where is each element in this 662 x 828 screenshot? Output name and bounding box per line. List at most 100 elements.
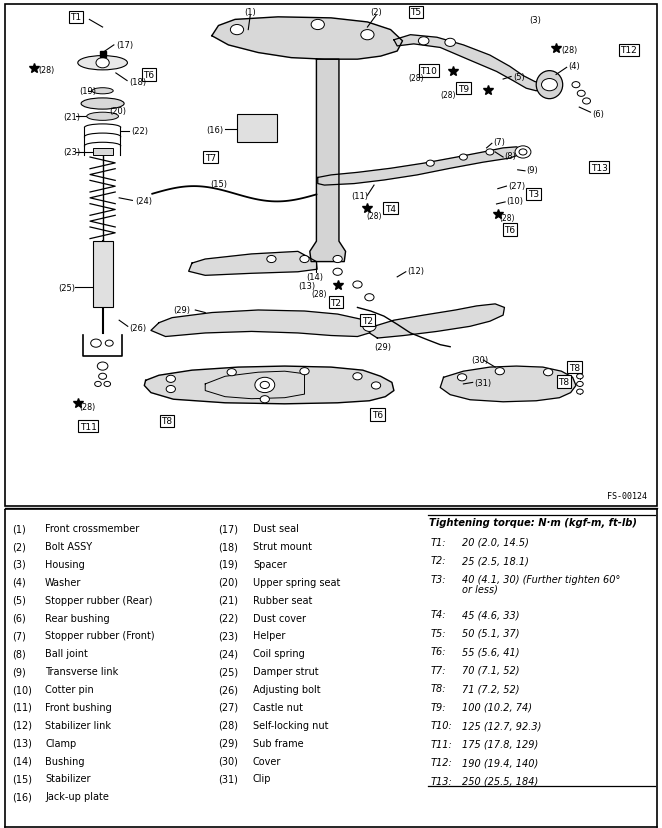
Text: T11: T11 bbox=[79, 422, 97, 431]
Polygon shape bbox=[212, 18, 402, 60]
Text: T8:: T8: bbox=[431, 683, 446, 693]
Text: (29): (29) bbox=[173, 306, 191, 315]
Text: Adjusting bolt: Adjusting bolt bbox=[253, 684, 320, 694]
Polygon shape bbox=[151, 310, 371, 337]
Ellipse shape bbox=[87, 113, 118, 121]
Text: T6:: T6: bbox=[431, 647, 446, 657]
Text: (13): (13) bbox=[12, 738, 32, 748]
Circle shape bbox=[353, 373, 362, 380]
Text: (24): (24) bbox=[136, 196, 153, 205]
Text: (22): (22) bbox=[131, 127, 148, 136]
Text: (23): (23) bbox=[218, 631, 238, 641]
Circle shape bbox=[361, 31, 374, 41]
Circle shape bbox=[105, 340, 113, 347]
Text: Washer: Washer bbox=[45, 577, 81, 587]
Circle shape bbox=[495, 368, 504, 375]
Text: 20 (2.0, 14.5): 20 (2.0, 14.5) bbox=[462, 537, 529, 547]
Text: Stabilizer link: Stabilizer link bbox=[45, 720, 111, 730]
Circle shape bbox=[260, 382, 269, 389]
Ellipse shape bbox=[78, 56, 127, 70]
Text: (20): (20) bbox=[218, 577, 238, 587]
Circle shape bbox=[561, 379, 571, 387]
Text: (12): (12) bbox=[12, 720, 32, 730]
Text: (30): (30) bbox=[471, 356, 489, 365]
Circle shape bbox=[371, 383, 381, 389]
Text: Housing: Housing bbox=[45, 559, 85, 570]
Text: (8): (8) bbox=[504, 152, 516, 161]
Text: (23): (23) bbox=[63, 148, 80, 157]
Text: (8): (8) bbox=[12, 648, 26, 658]
Text: (4): (4) bbox=[568, 62, 580, 70]
Text: Front bushing: Front bushing bbox=[45, 702, 112, 712]
Text: Tightening torque: N·m (kgf-m, ft-lb): Tightening torque: N·m (kgf-m, ft-lb) bbox=[429, 518, 637, 527]
Text: (7): (7) bbox=[12, 631, 26, 641]
Text: Dust seal: Dust seal bbox=[253, 523, 299, 533]
Text: Cotter pin: Cotter pin bbox=[45, 684, 94, 694]
Text: T7:: T7: bbox=[431, 665, 446, 675]
Text: Stopper rubber (Rear): Stopper rubber (Rear) bbox=[45, 595, 152, 605]
Circle shape bbox=[577, 374, 583, 379]
Text: (2): (2) bbox=[12, 542, 26, 551]
Text: 55 (5.6, 41): 55 (5.6, 41) bbox=[462, 647, 520, 657]
Text: (11): (11) bbox=[12, 702, 32, 712]
Text: (5): (5) bbox=[12, 595, 26, 605]
Text: (21): (21) bbox=[218, 595, 238, 605]
Circle shape bbox=[333, 269, 342, 276]
Text: (18): (18) bbox=[218, 542, 238, 551]
Text: (24): (24) bbox=[218, 648, 238, 658]
Circle shape bbox=[104, 382, 111, 387]
Text: T4: T4 bbox=[385, 205, 396, 214]
Text: 50 (5.1, 37): 50 (5.1, 37) bbox=[462, 628, 520, 638]
Text: (6): (6) bbox=[592, 110, 604, 119]
Circle shape bbox=[365, 294, 374, 301]
Text: (26): (26) bbox=[218, 684, 238, 694]
Text: Coil spring: Coil spring bbox=[253, 648, 305, 658]
Text: T8: T8 bbox=[569, 363, 580, 372]
Text: (12): (12) bbox=[407, 267, 424, 276]
Circle shape bbox=[515, 147, 531, 159]
Text: (2): (2) bbox=[370, 8, 382, 17]
Text: Upper spring seat: Upper spring seat bbox=[253, 577, 340, 587]
Text: (10): (10) bbox=[12, 684, 32, 694]
Text: T6: T6 bbox=[144, 71, 154, 79]
Text: 40 (4.1, 30) (Further tighten 60°: 40 (4.1, 30) (Further tighten 60° bbox=[462, 575, 620, 585]
Text: T2: T2 bbox=[362, 316, 373, 325]
Circle shape bbox=[572, 83, 580, 89]
Text: 175 (17.8, 129): 175 (17.8, 129) bbox=[462, 739, 538, 749]
Circle shape bbox=[311, 21, 324, 31]
Circle shape bbox=[95, 382, 101, 387]
Text: (25): (25) bbox=[218, 667, 238, 676]
Text: T4:: T4: bbox=[431, 609, 446, 619]
Text: (28): (28) bbox=[367, 212, 382, 221]
Text: (22): (22) bbox=[218, 613, 238, 623]
Text: Ball joint: Ball joint bbox=[45, 648, 88, 658]
Text: Clip: Clip bbox=[253, 773, 271, 783]
Circle shape bbox=[99, 373, 107, 380]
Polygon shape bbox=[318, 147, 523, 185]
Circle shape bbox=[577, 382, 583, 387]
Text: Dust cover: Dust cover bbox=[253, 613, 306, 623]
Circle shape bbox=[363, 322, 376, 332]
Text: (3): (3) bbox=[12, 559, 26, 570]
Text: Sub frame: Sub frame bbox=[253, 738, 303, 748]
Polygon shape bbox=[369, 305, 504, 339]
Text: (28): (28) bbox=[311, 290, 326, 299]
Text: (25): (25) bbox=[58, 283, 75, 292]
Circle shape bbox=[333, 256, 342, 263]
Text: T7: T7 bbox=[205, 153, 216, 162]
Text: T6: T6 bbox=[504, 226, 515, 234]
Circle shape bbox=[91, 339, 101, 348]
Text: T12:: T12: bbox=[431, 758, 453, 768]
Text: Cover: Cover bbox=[253, 756, 281, 766]
Circle shape bbox=[583, 99, 591, 105]
Circle shape bbox=[426, 161, 434, 167]
Text: 25 (2.5, 18.1): 25 (2.5, 18.1) bbox=[462, 556, 529, 566]
Circle shape bbox=[544, 369, 553, 376]
Polygon shape bbox=[394, 36, 544, 92]
Circle shape bbox=[96, 59, 109, 69]
Circle shape bbox=[577, 389, 583, 395]
Text: Jack-up plate: Jack-up plate bbox=[45, 792, 109, 802]
Circle shape bbox=[227, 369, 236, 376]
Text: T1: T1 bbox=[71, 13, 81, 22]
Text: Damper strut: Damper strut bbox=[253, 667, 318, 676]
